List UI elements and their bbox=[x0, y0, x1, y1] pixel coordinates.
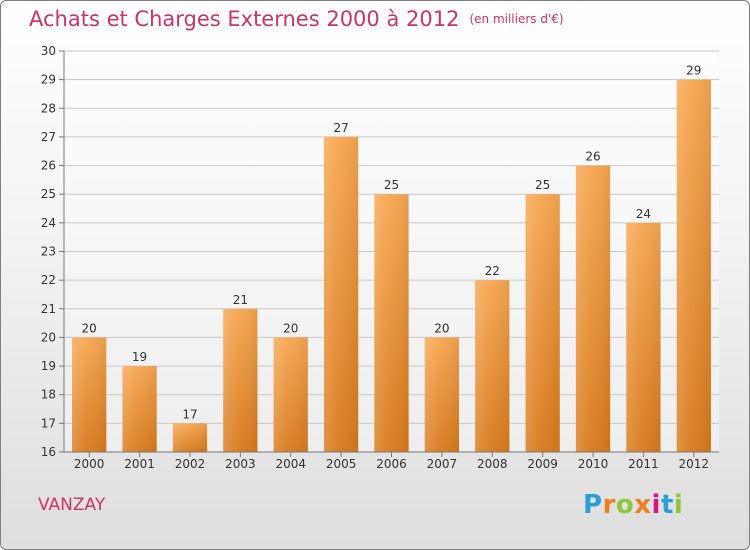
logo-letter: P bbox=[583, 490, 603, 520]
commune-name: VANZAY bbox=[38, 495, 106, 515]
bar-2001[interactable] bbox=[122, 366, 157, 452]
axes bbox=[59, 50, 719, 457]
y-tick-label: 17 bbox=[41, 416, 56, 430]
chart-title: Achats et Charges Externes 2000 à 2012 (e… bbox=[29, 7, 564, 31]
y-tick-label: 26 bbox=[41, 159, 56, 173]
y-tick-label: 28 bbox=[41, 101, 56, 115]
y-tick-label: 16 bbox=[41, 445, 56, 459]
value-label: 21 bbox=[233, 293, 248, 307]
logo-letter: r bbox=[602, 490, 616, 520]
bar-2008[interactable] bbox=[475, 280, 510, 452]
bar-2003[interactable] bbox=[223, 308, 258, 452]
title-text: Achats et Charges Externes 2000 à 2012 bbox=[29, 7, 460, 31]
x-tick-label: 2000 bbox=[74, 457, 105, 471]
y-tick-label: 23 bbox=[41, 245, 56, 259]
bar-2011[interactable] bbox=[626, 222, 661, 452]
bar-2006[interactable] bbox=[374, 194, 409, 452]
y-tick-label: 20 bbox=[41, 330, 56, 344]
value-label: 25 bbox=[535, 178, 550, 192]
value-label: 24 bbox=[636, 207, 651, 221]
value-label: 26 bbox=[585, 150, 600, 164]
x-tick-label: 2010 bbox=[578, 457, 609, 471]
x-tick-label: 2003 bbox=[225, 457, 256, 471]
bar-2009[interactable] bbox=[525, 194, 560, 452]
logo-letter: i bbox=[651, 490, 661, 520]
y-tick-label: 22 bbox=[41, 273, 56, 287]
x-tick-label: 2009 bbox=[527, 457, 558, 471]
y-tick-label: 21 bbox=[41, 302, 56, 316]
bar-2000[interactable] bbox=[72, 337, 107, 452]
value-label: 20 bbox=[434, 321, 449, 335]
x-tick-label: 2001 bbox=[124, 457, 155, 471]
value-label: 17 bbox=[182, 407, 197, 421]
value-label: 20 bbox=[283, 321, 298, 335]
x-tick-label: 2006 bbox=[376, 457, 407, 471]
value-label: 19 bbox=[132, 350, 147, 364]
logo-letter: i bbox=[673, 490, 684, 520]
value-label: 27 bbox=[333, 121, 348, 135]
y-tick-label: 29 bbox=[41, 73, 56, 87]
proxiti-logo[interactable]: Proxiti bbox=[583, 490, 683, 520]
bar-2007[interactable] bbox=[424, 337, 460, 452]
value-label: 22 bbox=[485, 264, 500, 278]
x-tick-label: 2012 bbox=[679, 457, 710, 471]
chart-subtitle: (en milliers d'€) bbox=[469, 12, 564, 26]
y-tick-label: 24 bbox=[41, 216, 56, 230]
x-tick-label: 2005 bbox=[326, 457, 357, 471]
y-tick-label: 30 bbox=[41, 44, 56, 58]
logo-letter: o bbox=[615, 490, 635, 520]
value-label: 29 bbox=[686, 64, 701, 78]
logo-letter: t bbox=[660, 490, 674, 520]
x-tick-label: 2011 bbox=[628, 457, 659, 471]
y-tick-label: 19 bbox=[41, 359, 56, 373]
bar-2004[interactable] bbox=[273, 337, 308, 452]
value-label: 25 bbox=[384, 178, 399, 192]
bar-2005[interactable] bbox=[323, 136, 359, 452]
y-tick-label: 27 bbox=[41, 130, 56, 144]
value-label: 20 bbox=[82, 321, 97, 335]
x-tick-label: 2004 bbox=[275, 457, 306, 471]
x-tick-label: 2002 bbox=[175, 457, 206, 471]
labels: 16 17 18 19 20 21 22 23 24 25 26 27 28 29 30 20 2000 19 20… bbox=[41, 44, 709, 471]
bar-2010[interactable] bbox=[575, 165, 611, 453]
logo-letter: x bbox=[634, 490, 652, 520]
y-tick-label: 25 bbox=[41, 187, 56, 201]
x-tick-label: 2008 bbox=[477, 457, 508, 471]
bar-2012[interactable] bbox=[676, 79, 711, 453]
bar-2002[interactable] bbox=[172, 423, 208, 452]
y-tick-label: 18 bbox=[41, 388, 56, 402]
x-tick-label: 2007 bbox=[427, 457, 458, 471]
